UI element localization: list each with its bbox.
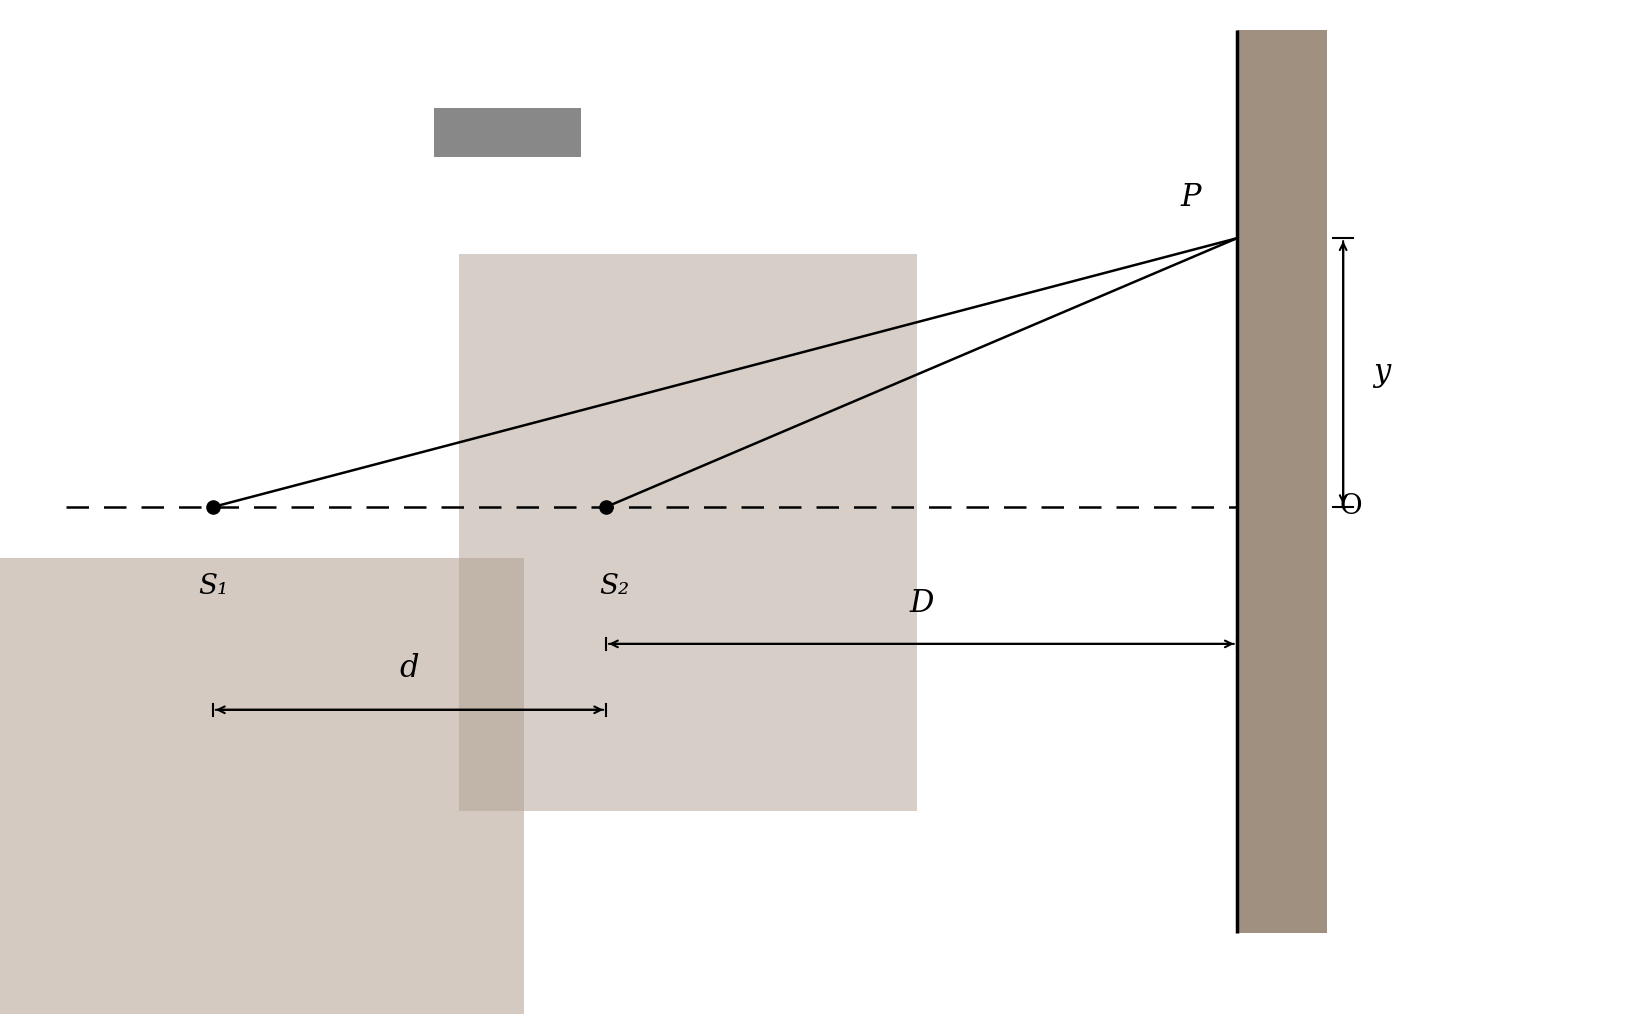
- Text: S₂: S₂: [600, 573, 629, 600]
- Text: S₁: S₁: [198, 573, 228, 600]
- Text: D: D: [909, 587, 934, 619]
- Point: [593, 499, 619, 515]
- Text: P: P: [1179, 182, 1201, 213]
- Text: O: O: [1340, 494, 1363, 520]
- Point: [200, 499, 226, 515]
- Bar: [459, 254, 917, 811]
- Text: y: y: [1373, 357, 1391, 388]
- Bar: [434, 108, 581, 157]
- Text: d: d: [400, 653, 419, 684]
- Bar: [1237, 30, 1327, 933]
- Bar: [0, 558, 524, 1014]
